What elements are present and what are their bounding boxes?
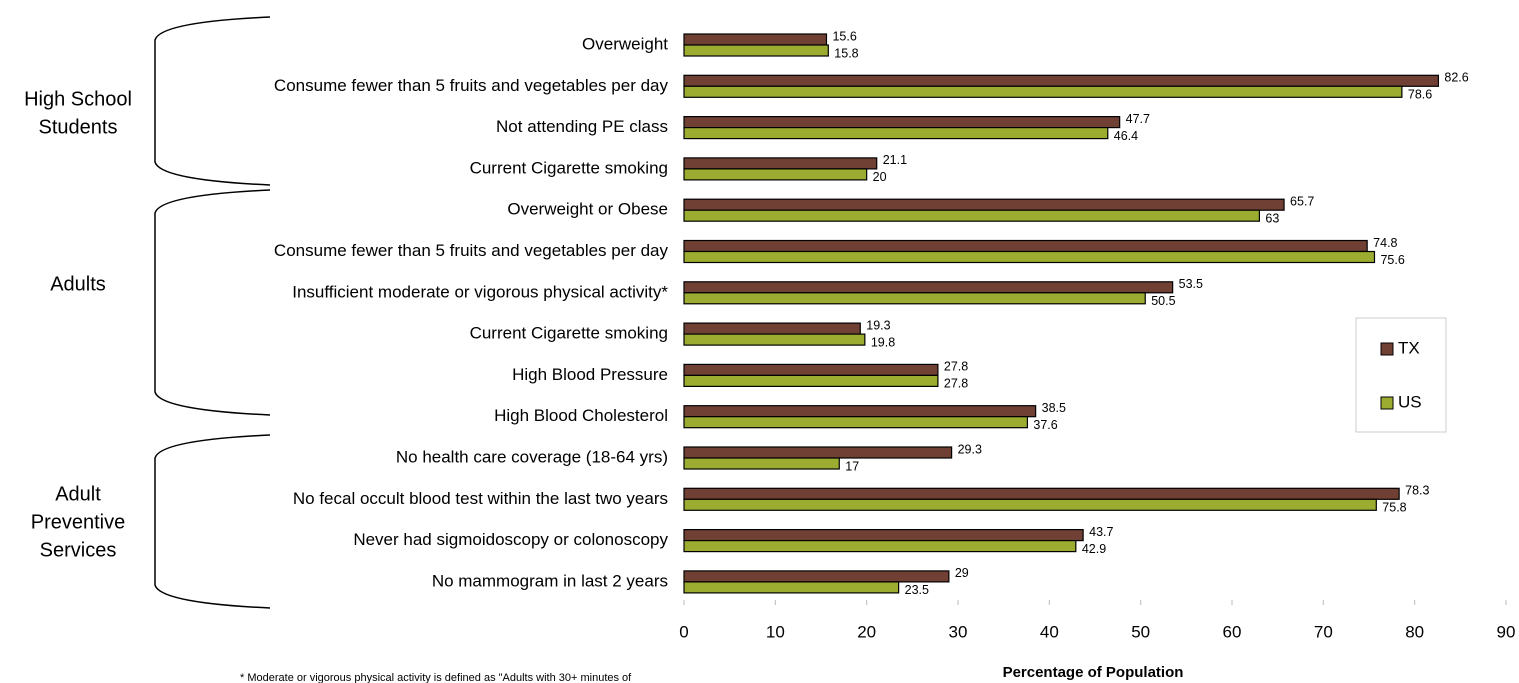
category-label: High Blood Cholesterol [494,406,668,425]
braces [154,16,271,609]
value-label: 65.7 [1290,194,1314,208]
bar [683,33,828,46]
group-label: Adult [55,483,101,505]
bar [683,528,1084,542]
bar [683,239,1368,253]
bar [683,85,1403,98]
x-tick-label: 30 [949,622,968,641]
bar [683,457,840,470]
x-tick-label: 20 [857,622,876,641]
category-label: Overweight [582,34,668,53]
category-label: High Blood Pressure [512,365,668,384]
bar [683,292,1146,305]
value-label: 23.5 [905,583,929,597]
bar [683,281,1174,294]
bar [683,250,1376,264]
category-label: Not attending PE class [496,117,668,136]
value-label: 37.6 [1033,418,1057,432]
x-tick-label: 40 [1040,622,1059,641]
bar [683,74,1440,87]
value-label: 29.3 [958,442,982,456]
value-label: 17 [845,459,859,473]
value-label: 78.3 [1405,484,1429,498]
value-label: 47.7 [1126,112,1150,126]
value-label: 63 [1265,211,1279,225]
group-label: Students [39,116,118,138]
bar [683,115,1121,129]
category-label: No mammogram in last 2 years [432,571,668,590]
legend-label: US [1398,392,1422,411]
category-label: No health care coverage (18-64 yrs) [396,447,668,466]
bar [683,581,900,594]
bar [683,374,939,387]
category-label: Consume fewer than 5 fruits and vegetabl… [274,76,669,95]
value-label: 42.9 [1082,542,1106,556]
bar [683,198,1285,211]
value-label: 50.5 [1151,294,1175,308]
category-label: Consume fewer than 5 fruits and vegetabl… [274,241,669,260]
value-label: 46.4 [1114,129,1138,143]
value-label: 78.6 [1408,88,1432,102]
bar [683,209,1261,222]
bar [683,157,878,170]
value-label: 53.5 [1179,277,1203,291]
x-tick-label: 60 [1223,622,1242,641]
category-label: Current Cigarette smoking [470,324,668,343]
value-label: 15.8 [834,46,858,60]
x-tick-label: 0 [679,622,688,641]
bar [683,405,1037,418]
group-label: High School [24,88,132,110]
value-label: 75.6 [1380,253,1404,267]
value-label: 38.5 [1042,401,1066,415]
group-label: Preventive [31,511,126,533]
value-label: 43.7 [1089,525,1113,539]
value-label: 19.3 [866,318,890,332]
bar [683,498,1377,511]
category-label: Insufficient moderate or vigorous physic… [292,282,668,301]
bar [683,126,1109,140]
bar [683,363,939,376]
category-label: Never had sigmoidoscopy or colonoscopy [353,530,668,549]
value-label: 21.1 [883,153,907,167]
group-label: Adults [50,273,106,295]
value-label: 27.8 [944,377,968,391]
legend-swatch [1380,342,1394,356]
value-label: 15.6 [832,29,856,43]
legend-box [1355,317,1447,433]
bar [683,416,1029,429]
value-label: 20 [873,170,887,184]
footnote: * Moderate or vigorous physical activity… [240,672,632,683]
legend-swatch [1380,396,1394,410]
value-label: 82.6 [1444,71,1468,85]
x-axis-label: Percentage of Population [1003,664,1184,681]
bar [683,333,866,346]
category-label: No fecal occult blood test within the la… [293,489,668,508]
legend-label: TX [1398,338,1420,357]
x-tick-label: 10 [766,622,785,641]
bar [683,322,861,335]
x-tick-label: 70 [1314,622,1333,641]
x-tick-label: 80 [1405,622,1424,641]
bar [683,570,950,583]
category-label: Overweight or Obese [507,200,668,219]
bar [683,539,1077,553]
bar [683,446,953,459]
x-tick-label: 90 [1497,622,1516,641]
bar [683,44,829,57]
value-label: 19.8 [871,335,895,349]
value-label: 75.8 [1382,501,1406,515]
bar [683,487,1400,500]
group-label: Services [40,539,117,561]
value-label: 27.8 [944,360,968,374]
x-tick-label: 50 [1131,622,1150,641]
category-label: Current Cigarette smoking [470,158,668,177]
value-label: 29 [955,566,969,580]
value-label: 74.8 [1373,236,1397,250]
bar [683,168,868,181]
